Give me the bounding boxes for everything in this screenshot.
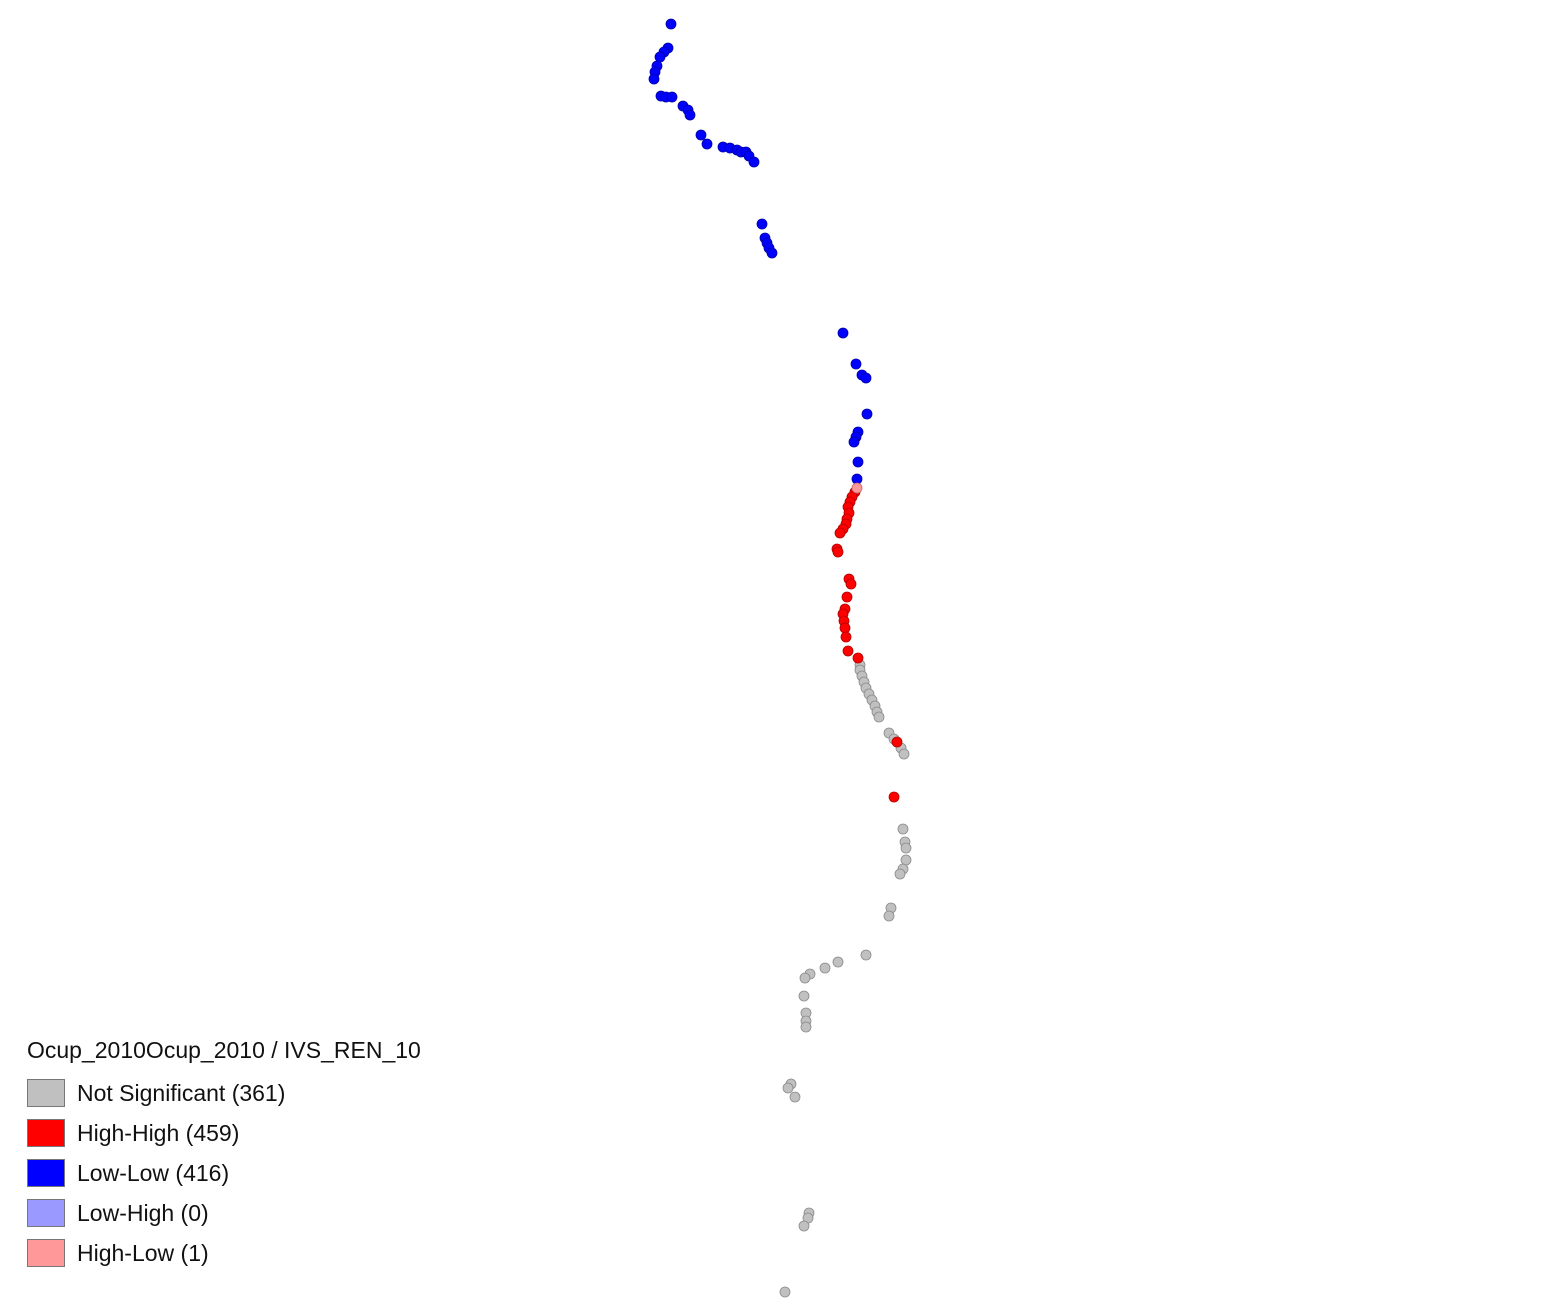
legend-label-low-high: Low-High (0) — [77, 1199, 209, 1226]
map-point-high-high — [832, 546, 844, 558]
map-point-low-low — [756, 218, 768, 230]
map-legend: Ocup_2010Ocup_2010 / IVS_REN_10 Not Sign… — [27, 1035, 547, 1273]
map-point-not-significant — [832, 956, 844, 968]
map-point-high-high — [841, 591, 853, 603]
map-point-not-significant — [860, 949, 872, 961]
map-point-low-low — [695, 129, 707, 141]
map-point-low-low — [748, 156, 760, 168]
map-point-not-significant — [800, 1021, 812, 1033]
legend-label-not-significant: Not Significant (361) — [77, 1079, 286, 1106]
map-point-low-low — [666, 91, 678, 103]
map-point-low-low — [860, 372, 872, 384]
map-point-low-low — [766, 247, 778, 259]
legend-label-low-low: Low-Low (416) — [77, 1159, 230, 1186]
map-point-high-high — [839, 622, 851, 634]
map-point-not-significant — [819, 962, 831, 974]
map-point-low-low — [837, 327, 849, 339]
map-point-high-high — [891, 736, 903, 748]
map-point-not-significant — [873, 711, 885, 723]
map-point-low-low — [848, 436, 860, 448]
legend-label-high-high: High-High (459) — [77, 1119, 240, 1146]
legend-swatch-high-high — [27, 1119, 65, 1147]
map-point-high-high — [840, 631, 852, 643]
legend-item-high-high: High-High (459) — [27, 1113, 547, 1153]
map-point-not-significant — [897, 823, 909, 835]
map-point-low-low — [851, 473, 863, 485]
map-point-low-low — [648, 73, 660, 85]
legend-title: Ocup_2010Ocup_2010 / IVS_REN_10 — [27, 1037, 421, 1063]
map-point-not-significant — [798, 1220, 810, 1232]
map-point-low-low — [654, 51, 666, 63]
map-point-low-low — [665, 18, 677, 30]
map-point-not-significant — [900, 854, 912, 866]
map-point-not-significant — [779, 1286, 791, 1298]
legend-list: Not Significant (361) High-High (459) Lo… — [27, 1073, 547, 1273]
map-point-not-significant — [894, 868, 906, 880]
map-point-not-significant — [900, 842, 912, 854]
map-point-low-low — [701, 138, 713, 150]
map-points-layer — [648, 18, 912, 1298]
map-point-high-high — [842, 645, 854, 657]
legend-item-high-low: High-Low (1) — [27, 1233, 547, 1273]
legend-item-low-high: Low-High (0) — [27, 1193, 547, 1233]
map-point-low-low — [850, 358, 862, 370]
map-point-high-high — [834, 527, 846, 539]
map-point-not-significant — [782, 1082, 794, 1094]
map-point-high-high — [888, 791, 900, 803]
map-point-low-low — [861, 408, 873, 420]
map-point-not-significant — [898, 748, 910, 760]
map-point-high-high — [852, 652, 864, 664]
map-point-not-significant — [799, 972, 811, 984]
legend-swatch-low-low — [27, 1159, 65, 1187]
legend-swatch-high-low — [27, 1239, 65, 1267]
map-point-not-significant — [798, 990, 810, 1002]
map-point-high-high — [845, 578, 857, 590]
map-point-not-significant — [883, 910, 895, 922]
map-point-low-low — [852, 456, 864, 468]
legend-item-low-low: Low-Low (416) — [27, 1153, 547, 1193]
legend-label-high-low: High-Low (1) — [77, 1239, 209, 1266]
legend-swatch-low-high — [27, 1199, 65, 1227]
map-point-high-low — [851, 482, 863, 494]
map-point-low-low — [684, 109, 696, 121]
legend-swatch-not-significant — [27, 1079, 65, 1107]
map-point-not-significant — [789, 1091, 801, 1103]
legend-item-not-significant: Not Significant (361) — [27, 1073, 547, 1113]
